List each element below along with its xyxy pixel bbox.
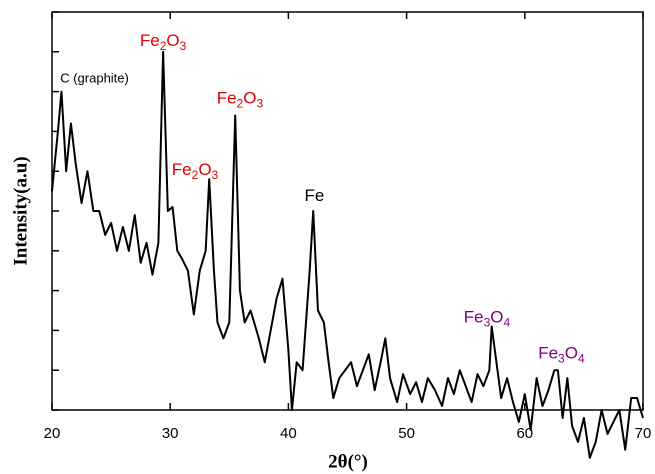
annotation: Fe2O3 [217, 89, 264, 111]
annotation-part: O [565, 344, 578, 363]
x-tick-label: 20 [44, 425, 61, 442]
x-axis-label: 2θ(°) [328, 451, 368, 472]
annotation-subscript: 3 [256, 97, 263, 111]
annotation: Fe [304, 187, 324, 206]
annotation: Fe3O4 [538, 344, 585, 366]
x-tick-label: 50 [398, 425, 415, 442]
annotation-part: Fe [464, 308, 484, 327]
annotation-subscript: 2 [237, 97, 244, 111]
x-tick-label: 60 [516, 425, 533, 442]
annotation-part: O [166, 31, 179, 50]
x-tick-label: 40 [280, 425, 297, 442]
annotation-part: O [490, 308, 503, 327]
annotation-subscript: 3 [484, 316, 491, 330]
annotation-part: O [198, 161, 211, 180]
x-tick-label: 30 [162, 425, 179, 442]
annotation-part: Fe [217, 89, 237, 108]
annotation: Fe2O3 [172, 161, 219, 183]
annotation-subscript: 4 [504, 316, 511, 330]
annotation-part: O [243, 89, 256, 108]
annotation-subscript: 2 [192, 168, 199, 182]
annotation: Fe2O3 [140, 31, 187, 53]
annotation-part: Fe [304, 187, 324, 206]
annotation: Fe3O4 [464, 308, 511, 330]
annotation-part: Fe [538, 344, 558, 363]
annotation-subscript: 3 [212, 168, 219, 182]
annotation-subscript: 2 [160, 39, 167, 53]
y-axis-label: Intensity(a.u) [10, 156, 31, 265]
annotation-subscript: 4 [578, 351, 585, 365]
annotation: C (graphite) [60, 71, 129, 86]
annotation-part: Fe [140, 31, 160, 50]
annotation-subscript: 3 [558, 351, 565, 365]
annotation-part: Fe [172, 161, 192, 180]
annotation-part: C (graphite) [60, 71, 129, 86]
data-line [51, 50, 644, 459]
x-tick-label: 70 [635, 425, 652, 442]
annotation-subscript: 3 [180, 39, 187, 53]
